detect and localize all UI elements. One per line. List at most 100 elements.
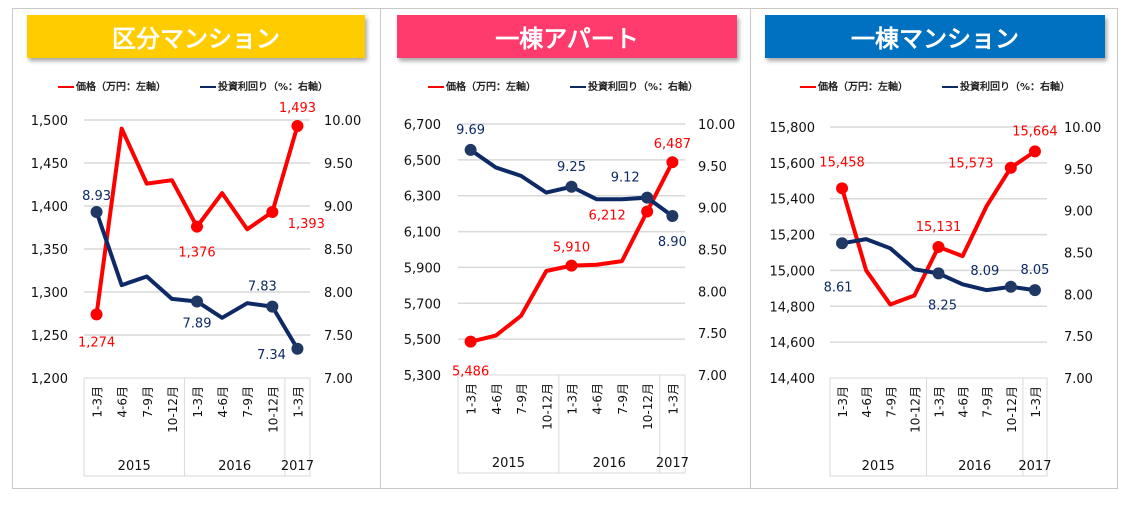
yield-marker [191,295,203,308]
price-data-label: 15,664 [1012,124,1058,139]
yield-data-label: 8.90 [658,235,687,250]
legend-item-price: 価格（万円：左軸） [800,78,908,93]
x-tick-label: 4-6月 [116,386,130,418]
price-marker [641,205,654,218]
yield-data-label: 8.93 [82,189,111,204]
x-tick-label: 1-3月 [191,386,205,418]
price-data-label: 15,573 [948,157,994,172]
yield-data-label: 9.25 [557,160,586,175]
price-data-label: 5,486 [452,365,489,380]
y-left-tick-label: 5,500 [404,333,441,348]
y-left-tick-label: 14,600 [770,336,816,351]
y-left-tick-label: 5,300 [404,369,441,384]
x-tick-label: 4-6月 [490,383,504,415]
chart-title-1: 区分マンション [27,15,365,58]
category-axis-frame [829,377,1048,477]
y-left-tick-label: 1,400 [31,200,68,215]
price-data-label: 15,131 [916,220,962,235]
y-right-tick-label: 10.00 [324,114,361,129]
yield-data-label: 9.12 [611,171,640,186]
y-right-tick-label: 7.00 [1064,372,1093,387]
yield-data-label: 8.09 [970,264,999,279]
y-left-tick-label: 15,200 [770,229,816,244]
y-right-tick-label: 7.50 [324,329,353,344]
x-tick-label: 10-12月 [266,386,280,433]
y-left-tick-label: 1,250 [31,329,68,344]
y-right-tick-label: 9.50 [698,160,727,175]
legend-item-price: 価格（万円：左軸） [428,78,536,93]
x-tick-label: 4-6月 [591,383,605,415]
legend-item-yield: 投資利回り（%：右軸） [200,78,328,93]
y-right-tick-label: 7.00 [324,372,353,387]
chart-title-2: 一棟アパート [397,15,737,58]
price-marker [191,220,203,233]
price-marker [932,240,945,253]
yield-data-label: 8.61 [824,280,853,295]
yield-marker [932,267,945,280]
y-right-tick-label: 8.50 [698,244,727,259]
price-marker [291,120,304,133]
y-left-tick-label: 1,500 [31,114,68,129]
y-left-tick-label: 1,300 [31,286,68,301]
y-left-tick-label: 15,800 [770,121,816,136]
y-right-tick-label: 8.00 [698,285,727,300]
year-label: 2015 [492,456,525,471]
y-right-tick-label: 7.00 [698,369,727,384]
x-tick-label: 10-12月 [908,386,922,433]
x-tick-label: 7-9月 [515,383,529,415]
y-left-tick-label: 6,100 [404,226,441,241]
year-label: 2015 [862,459,895,474]
y-left-tick-label: 1,450 [31,157,68,172]
x-tick-label: 7-9月 [141,386,155,418]
x-tick-label: 10-12月 [641,383,655,430]
x-tick-label: 1-3月 [1029,386,1043,418]
year-label: 2016 [218,459,251,474]
x-tick-label: 1-3月 [933,386,947,418]
yield-marker [291,342,304,355]
x-tick-label: 1-3月 [465,383,479,415]
y-right-tick-label: 10.00 [1064,121,1101,136]
x-tick-label: 1-3月 [566,383,580,415]
y-left-tick-label: 6,300 [404,190,441,205]
y-left-tick-label: 15,000 [770,264,816,279]
price-marker [666,156,679,169]
x-tick-label: 10-12月 [540,383,554,430]
category-axis-frame [83,377,311,477]
y-left-tick-label: 6,500 [404,154,441,169]
price-data-label: 1,376 [178,246,215,261]
year-label: 2017 [281,459,314,474]
price-marker [1004,161,1017,174]
y-right-tick-label: 7.50 [1064,330,1093,345]
yield-data-label: 8.25 [928,298,957,313]
price-data-label: 1,493 [279,101,316,116]
price-marker [836,182,849,195]
yield-data-label: 7.83 [248,280,277,295]
yield-marker [1028,284,1041,297]
price-marker [464,335,477,348]
x-tick-label: 1-3月 [291,386,305,418]
y-right-tick-label: 9.50 [1064,163,1093,178]
yield-marker [1004,280,1017,293]
year-label: 2015 [118,459,151,474]
year-label: 2017 [656,456,689,471]
x-tick-label: 10-12月 [166,386,180,433]
y-left-tick-label: 15,400 [770,193,816,208]
yield-marker [464,143,477,156]
y-left-tick-label: 5,900 [404,261,441,276]
y-left-tick-label: 14,400 [770,372,816,387]
legend-item-yield: 投資利回り（%：右軸） [942,78,1070,93]
price-data-label: 6,212 [589,208,626,223]
y-left-tick-label: 6,700 [404,118,441,133]
y-right-tick-label: 9.00 [324,200,353,215]
legend-item-price: 価格（万円：左軸） [58,78,166,93]
y-left-tick-label: 1,200 [31,372,68,387]
x-tick-label: 7-9月 [241,386,255,418]
year-label: 2016 [593,456,626,471]
y-left-tick-label: 15,600 [770,157,816,172]
yield-data-label: 8.05 [1020,263,1049,278]
x-tick-label: 7-9月 [616,383,630,415]
y-right-tick-label: 8.00 [1064,288,1093,303]
yield-marker [266,300,279,313]
yield-data-label: 7.89 [183,316,212,331]
year-label: 2017 [1018,459,1051,474]
